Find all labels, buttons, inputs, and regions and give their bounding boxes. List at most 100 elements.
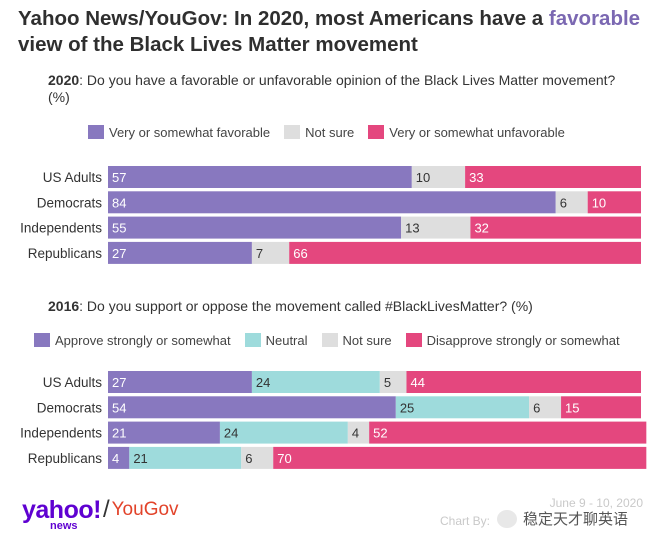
y2016-data-label: 6 bbox=[533, 400, 540, 415]
y2016-data-label: 4 bbox=[112, 451, 119, 466]
y2016-category-label: Independents bbox=[20, 426, 102, 441]
y2020-category-label: Republicans bbox=[28, 246, 103, 261]
y2020-data-label: 32 bbox=[474, 221, 488, 236]
y2020-data-label: 57 bbox=[112, 170, 126, 185]
y2016-bar-segment bbox=[108, 371, 252, 393]
title-part2: view of the Black Lives Matter movement bbox=[18, 33, 418, 56]
y2020-category-label: Democrats bbox=[37, 195, 103, 210]
wechat-icon bbox=[497, 509, 517, 528]
question-2016: 2016: Do you support or oppose the movem… bbox=[48, 298, 638, 315]
y2016-bar-segment bbox=[406, 371, 641, 393]
y2016-category-label: Republicans bbox=[28, 451, 103, 466]
y2016-bar-segment bbox=[108, 396, 396, 419]
y2016-data-label: 5 bbox=[384, 375, 391, 390]
y2020-data-label: 55 bbox=[112, 221, 126, 236]
y2020-legend-swatch bbox=[88, 125, 104, 139]
yougov-logo-text: YouGov bbox=[111, 499, 179, 520]
y2020-category-label: US Adults bbox=[43, 170, 103, 185]
y2020-data-label: 33 bbox=[469, 170, 483, 185]
y2016-data-label: 24 bbox=[224, 426, 238, 441]
y2016-legend-item: Approve strongly or somewhat bbox=[34, 333, 231, 348]
y2020-bar-segment bbox=[289, 241, 641, 264]
y2020-bar-segment bbox=[108, 216, 402, 239]
y2020-bar-segment bbox=[465, 166, 641, 188]
y2016-bar-segment bbox=[108, 446, 130, 469]
y2020-data-label: 7 bbox=[256, 246, 263, 261]
y2016-legend-item: Disapprove strongly or somewhat bbox=[405, 332, 620, 348]
y2020-legend-item: Not sure bbox=[284, 125, 354, 140]
y2020-bar-segment bbox=[587, 191, 641, 214]
y2016-legend-swatch bbox=[405, 333, 422, 347]
bar-chart-2020: US Adults 57 10 33 Democrats 84 6 10 Independent… bbox=[20, 166, 641, 264]
question-2020-text: : Do you have a favorable or unfavorable… bbox=[48, 72, 616, 105]
y2016-category-label: US Adults bbox=[43, 375, 103, 390]
chart-title: Yahoo News/YouGov: In 2020, most America… bbox=[18, 6, 648, 58]
y2016-data-label: 4 bbox=[352, 426, 359, 441]
y2016-data-label: 24 bbox=[256, 375, 270, 390]
y2016-legend-label: Neutral bbox=[265, 332, 308, 348]
y2020-bar-segment bbox=[108, 191, 556, 214]
y2016-legend-label: Not sure bbox=[342, 332, 392, 348]
y2016-bar-segment bbox=[395, 396, 530, 419]
y2020-data-label: 6 bbox=[560, 195, 567, 210]
yahoo-logo-text: yahoo! bbox=[22, 496, 101, 524]
y2016-legend-label: Approve strongly or somewhat bbox=[55, 332, 231, 348]
y2020-data-label: 66 bbox=[293, 246, 307, 261]
y2020-legend-swatch bbox=[368, 125, 385, 139]
y2020-legend-label: Not sure bbox=[305, 124, 355, 140]
y2020-bar-segment bbox=[108, 241, 252, 264]
y2020-bar-segment bbox=[555, 191, 588, 214]
title-accent: favorable bbox=[548, 7, 641, 30]
y2016-legend-swatch bbox=[34, 333, 50, 347]
y2016-bar-segment bbox=[129, 446, 242, 469]
y2016-bar-segment bbox=[347, 421, 370, 444]
y2016-legend-item: Not sure bbox=[321, 332, 392, 348]
y2020-data-label: 13 bbox=[405, 221, 419, 236]
y2016-legend-swatch bbox=[244, 333, 261, 347]
question-2016-year: 2016 bbox=[48, 298, 80, 314]
legend-2016: Approve strongly or somewhat Neutral Not s… bbox=[34, 331, 634, 349]
y2016-bar-segment bbox=[241, 446, 274, 469]
y2016-bar-segment bbox=[529, 396, 562, 419]
y2016-data-label: 21 bbox=[133, 451, 147, 466]
y2016-bar-segment bbox=[273, 446, 647, 469]
y2020-data-label: 27 bbox=[112, 246, 126, 261]
y2020-bar-segment bbox=[411, 166, 466, 188]
y2020-legend-label: Very or somewhat unfavorable bbox=[389, 124, 565, 140]
y2020-category-label: Independents bbox=[20, 221, 102, 236]
question-2020: 2020: Do you have a favorable or unfavor… bbox=[48, 72, 638, 106]
y2016-legend-label: Disapprove strongly or somewhat bbox=[426, 332, 620, 348]
y2020-bar-segment bbox=[251, 241, 290, 264]
y2020-bar-segment bbox=[470, 216, 641, 239]
y2020-legend-swatch bbox=[284, 125, 301, 139]
y2020-data-label: 84 bbox=[112, 195, 126, 210]
y2016-category-label: Democrats bbox=[37, 400, 103, 415]
y2016-legend-swatch bbox=[321, 333, 338, 347]
y2020-legend-item: Very or somewhat unfavorable bbox=[368, 125, 565, 140]
watermark-text: 稳定天才聊英语 bbox=[523, 511, 629, 528]
y2016-data-label: 52 bbox=[373, 426, 387, 441]
y2020-legend-label: Very or somewhat favorable bbox=[109, 124, 271, 140]
y2020-bar-segment bbox=[108, 166, 412, 188]
y2016-data-label: 44 bbox=[410, 375, 424, 390]
y2016-data-label: 6 bbox=[245, 451, 252, 466]
logo-slash: / bbox=[102, 496, 110, 523]
y2016-data-label: 27 bbox=[112, 375, 126, 390]
y2016-bar-segment bbox=[251, 371, 380, 393]
y2020-bar-segment bbox=[401, 216, 471, 239]
y2016-bar-segment bbox=[108, 421, 220, 444]
y2016-bar-segment bbox=[379, 371, 407, 393]
y2016-data-label: 21 bbox=[112, 426, 126, 441]
y2016-data-label: 70 bbox=[277, 451, 291, 466]
news-logo-text: news bbox=[50, 520, 78, 532]
y2016-bar-segment bbox=[369, 421, 647, 444]
y2016-bar-segment bbox=[219, 421, 348, 444]
question-2020-year: 2020 bbox=[48, 72, 80, 88]
survey-date: June 9 - 10, 2020 bbox=[549, 496, 643, 510]
question-2016-text: : Do you support or oppose the movement … bbox=[79, 298, 533, 314]
y2020-data-label: 10 bbox=[592, 195, 606, 210]
y2020-data-label: 10 bbox=[416, 170, 430, 185]
yahoo-yougov-logo: yahoo! news / YouGov bbox=[22, 496, 179, 533]
y2016-bar-segment bbox=[561, 396, 641, 419]
